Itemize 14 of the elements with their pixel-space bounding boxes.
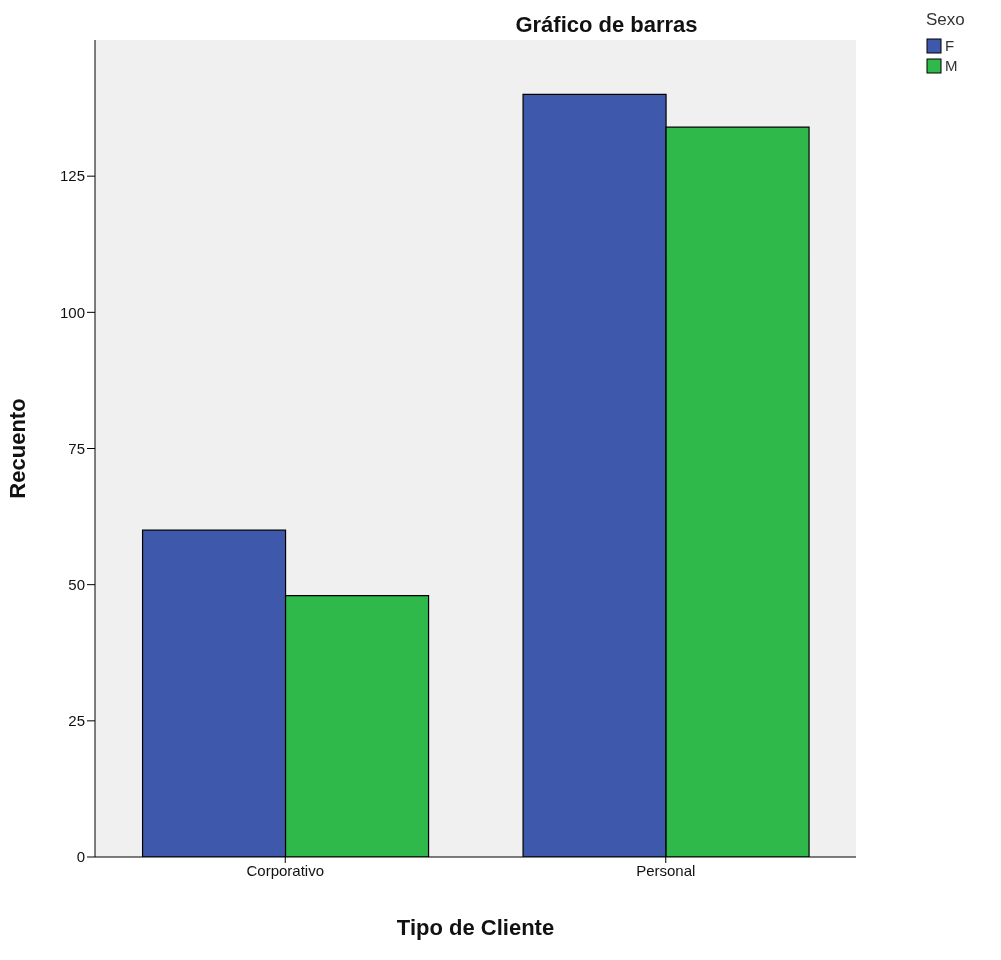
y-tick-label: 25 — [68, 712, 85, 730]
y-tick-label: 50 — [68, 575, 85, 593]
y-tick-label: 100 — [59, 303, 85, 321]
x-tick-label: Personal — [636, 861, 696, 879]
legend-label: F — [945, 36, 955, 56]
legend-label: M — [945, 56, 958, 76]
y-tick-label: 0 — [76, 848, 85, 866]
legend-title: Sexo — [926, 10, 966, 30]
y-tick-label: 75 — [68, 439, 85, 457]
y-tick-label: 125 — [59, 167, 85, 185]
chart-title: Gráfico de barras — [515, 12, 698, 37]
y-axis-title: Recuento — [4, 398, 30, 499]
x-tick-label: Corporativo — [246, 861, 325, 879]
x-axis-title: Tipo de Cliente — [396, 915, 555, 940]
